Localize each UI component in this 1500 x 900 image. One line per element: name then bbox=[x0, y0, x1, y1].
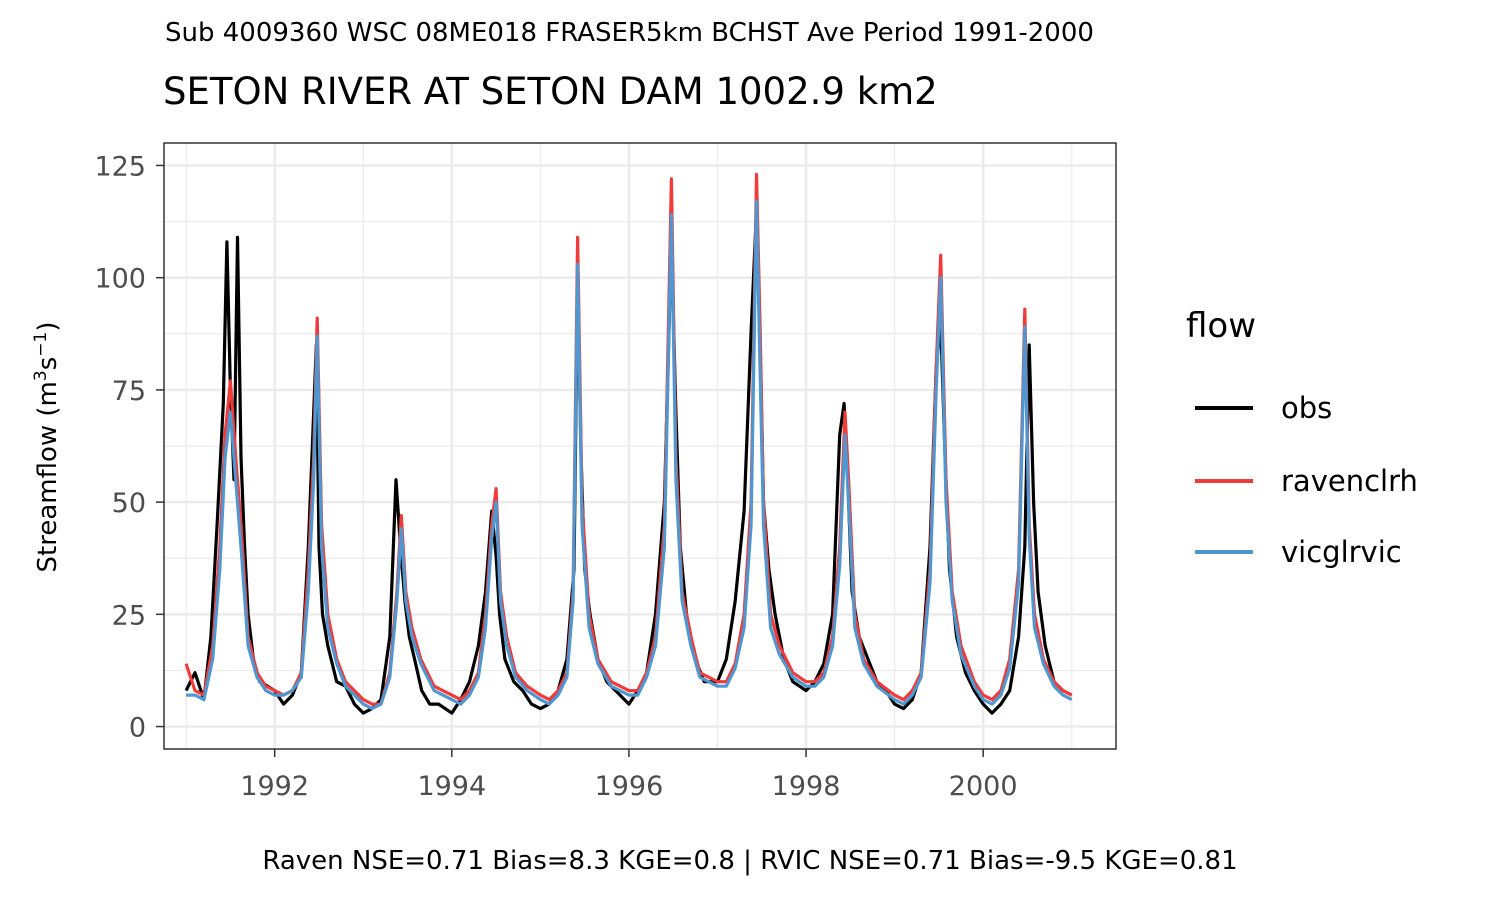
y-tick-label: 50 bbox=[112, 488, 146, 519]
x-tick-label: 1998 bbox=[772, 771, 841, 802]
panel-border bbox=[163, 142, 1117, 750]
legend-swatch-vicglrvic bbox=[1195, 550, 1253, 554]
y-tick-label: 75 bbox=[112, 376, 146, 407]
axis-ticks: 1992 1994 1996 1998 2000 0 25 50 75 100 125 bbox=[94, 151, 1017, 802]
legend-item-ravenclrh: ravenclrh bbox=[1195, 461, 1418, 501]
legend-swatch-ravenclrh bbox=[1195, 479, 1253, 483]
legend-item-vicglrvic: vicglrvic bbox=[1195, 532, 1402, 572]
legend-title: flow bbox=[1186, 306, 1257, 346]
legend-label-obs: obs bbox=[1281, 391, 1333, 425]
minor-gridlines bbox=[164, 143, 1116, 749]
x-tick-label: 1992 bbox=[240, 771, 309, 802]
y-tick-label: 0 bbox=[129, 713, 146, 744]
chart-subtitle: Sub 4009360 WSC 08ME018 FRASER5km BCHST … bbox=[165, 18, 1094, 48]
legend-label-vicglrvic: vicglrvic bbox=[1281, 535, 1402, 569]
chart-title: SETON RIVER AT SETON DAM 1002.9 km2 bbox=[163, 70, 938, 113]
series-layer bbox=[184, 172, 1073, 715]
x-tick-label: 1996 bbox=[595, 771, 664, 802]
legend-label-ravenclrh: ravenclrh bbox=[1281, 464, 1418, 498]
y-tick-label: 125 bbox=[94, 151, 146, 182]
legend-item-obs: obs bbox=[1195, 388, 1332, 428]
x-tick-label: 2000 bbox=[949, 771, 1018, 802]
series-line-vicglrvic bbox=[186, 199, 1073, 711]
y-tick-label: 100 bbox=[94, 264, 146, 295]
metrics-caption: Raven NSE=0.71 Bias=8.3 KGE=0.8 | RVIC N… bbox=[262, 846, 1238, 876]
x-tick-label: 1994 bbox=[417, 771, 486, 802]
legend-swatch-obs bbox=[1195, 406, 1253, 410]
y-tick-label: 25 bbox=[112, 600, 146, 631]
